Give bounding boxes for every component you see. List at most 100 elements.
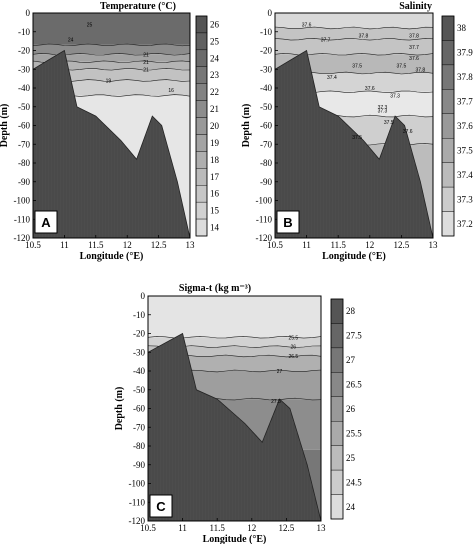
- y-tick-label: -10: [18, 27, 30, 37]
- colorbar-segment: [330, 445, 344, 471]
- colorbar-tick-label: 37.7: [457, 97, 473, 107]
- y-tick-label: -80: [133, 441, 145, 451]
- contour-label: 37.8: [359, 34, 369, 40]
- y-tick-label: -30: [260, 64, 272, 74]
- colorbar-segment: [330, 298, 344, 324]
- colorbar-tick-label: 25: [210, 36, 220, 46]
- contour-label: 37.5: [397, 64, 407, 70]
- colorbar-tick-label: 37.6: [457, 121, 473, 131]
- y-tick-label: -60: [18, 121, 30, 131]
- colorbar-tick-label: 18: [210, 155, 220, 165]
- chart-title: Salinity: [399, 1, 432, 12]
- x-tick-label: 12: [123, 240, 132, 250]
- contour-line: [274, 38, 434, 41]
- colorbar-segment: [441, 15, 455, 41]
- y-tick-label: -80: [260, 158, 272, 168]
- y-tick-label: -30: [133, 347, 145, 357]
- contour-label: 19: [106, 79, 112, 85]
- y-tick-label: -70: [133, 422, 145, 432]
- colorbar-segment: [441, 89, 455, 114]
- panel-b: 37.637.737.8 37.837.737.637.437.537.337.3…: [241, 1, 473, 262]
- panel-badge: [34, 210, 58, 234]
- x-tick-label: 11.5: [209, 523, 225, 533]
- contour-label: 37.5: [352, 135, 362, 141]
- x-axis-label: Longitude (°E): [322, 251, 386, 262]
- contour-label: 37.7: [409, 45, 419, 51]
- colorbar-segment: [195, 32, 208, 51]
- colorbar-tick-label: 38: [457, 23, 467, 33]
- x-tick-label: 11.5: [330, 240, 346, 250]
- colorbar-tick-label: 26: [346, 404, 356, 414]
- shade-band: [33, 54, 190, 62]
- y-tick-label: 0: [268, 8, 273, 18]
- colorbar-tick-label: 16: [210, 189, 220, 199]
- contour-label: 25: [87, 22, 93, 28]
- x-tick-label: 11: [60, 240, 69, 250]
- colorbar-frame: [441, 15, 455, 237]
- contour-label: 21: [143, 67, 149, 73]
- colorbar-segment: [195, 15, 208, 34]
- y-tick-label: -10: [133, 310, 145, 320]
- colorbar-segment: [330, 396, 344, 422]
- contour-label: 37.6: [302, 22, 312, 28]
- x-tick-label: 11: [178, 523, 187, 533]
- contour-line: [274, 26, 434, 30]
- colorbar-tick-label: 26: [210, 19, 220, 29]
- colorbar-tick-label: 14: [210, 223, 220, 233]
- colorbar-segment: [441, 40, 455, 66]
- y-axis-label: Depth (m): [114, 387, 125, 431]
- x-tick-label: 12.5: [394, 240, 410, 250]
- colorbar-tick-label: 19: [210, 138, 220, 148]
- shade-band: [148, 346, 321, 356]
- colorbar-tick-label: 37.2: [457, 219, 473, 229]
- y-tick-label: -110: [129, 497, 146, 507]
- contour-label: 24: [68, 37, 74, 43]
- colorbar-segment: [441, 64, 455, 90]
- shade-band: [33, 44, 190, 55]
- y-tick-label: -90: [260, 177, 272, 187]
- panel-badge-label: A: [41, 215, 51, 230]
- x-tick-label: 11.5: [88, 240, 104, 250]
- colorbar-segment: [330, 323, 344, 349]
- colorbar-segment: [330, 372, 344, 397]
- colorbar-tick-label: 27: [346, 355, 356, 365]
- chart-title: Temperature (°C): [100, 1, 176, 12]
- y-tick-label: -20: [133, 329, 145, 339]
- x-axis-label: Longitude (°E): [203, 534, 267, 544]
- shade-band: [275, 54, 433, 73]
- y-tick-label: -90: [18, 177, 30, 187]
- y-tick-label: -100: [129, 479, 146, 489]
- y-tick-label: -30: [18, 64, 30, 74]
- panel-badge-label: B: [283, 215, 292, 230]
- shade-band: [33, 69, 190, 81]
- shade-band: [275, 13, 433, 28]
- contour-label: 21: [143, 52, 149, 58]
- colorbar-segment: [441, 186, 455, 212]
- colorbar-frame: [330, 298, 344, 520]
- y-tick-label: -100: [256, 196, 273, 206]
- colorbar-segment: [330, 421, 344, 446]
- contour-label: 27: [277, 369, 283, 375]
- colorbar-tick-label: 25: [346, 453, 356, 463]
- x-tick-label: 13: [317, 523, 327, 533]
- colorbar-tick-label: 37.9: [457, 48, 473, 58]
- x-tick-label: 10.5: [140, 523, 156, 533]
- colorbar-tick-label: 37.3: [457, 194, 473, 204]
- colorbar-segment: [330, 469, 344, 495]
- x-axis-label: Longitude (°E): [80, 251, 144, 262]
- colorbar-segment: [195, 66, 208, 84]
- y-tick-label: -20: [260, 46, 272, 56]
- colorbar-segment: [195, 168, 208, 186]
- y-tick-label: -20: [18, 46, 30, 56]
- y-tick-label: -90: [133, 460, 145, 470]
- colorbar-segment: [330, 494, 344, 520]
- colorbar-segment: [195, 151, 208, 169]
- x-tick-label: 13: [429, 240, 439, 250]
- contour-label: 26: [291, 345, 297, 351]
- contour-label: 16: [168, 88, 174, 94]
- chart-title: Sigma-t (kg m⁻³): [179, 283, 251, 294]
- panel-badge: [276, 210, 300, 234]
- colorbar-frame: [195, 15, 208, 237]
- colorbar-tick-label: 23: [210, 70, 220, 80]
- contour-label: 37.6: [409, 56, 419, 62]
